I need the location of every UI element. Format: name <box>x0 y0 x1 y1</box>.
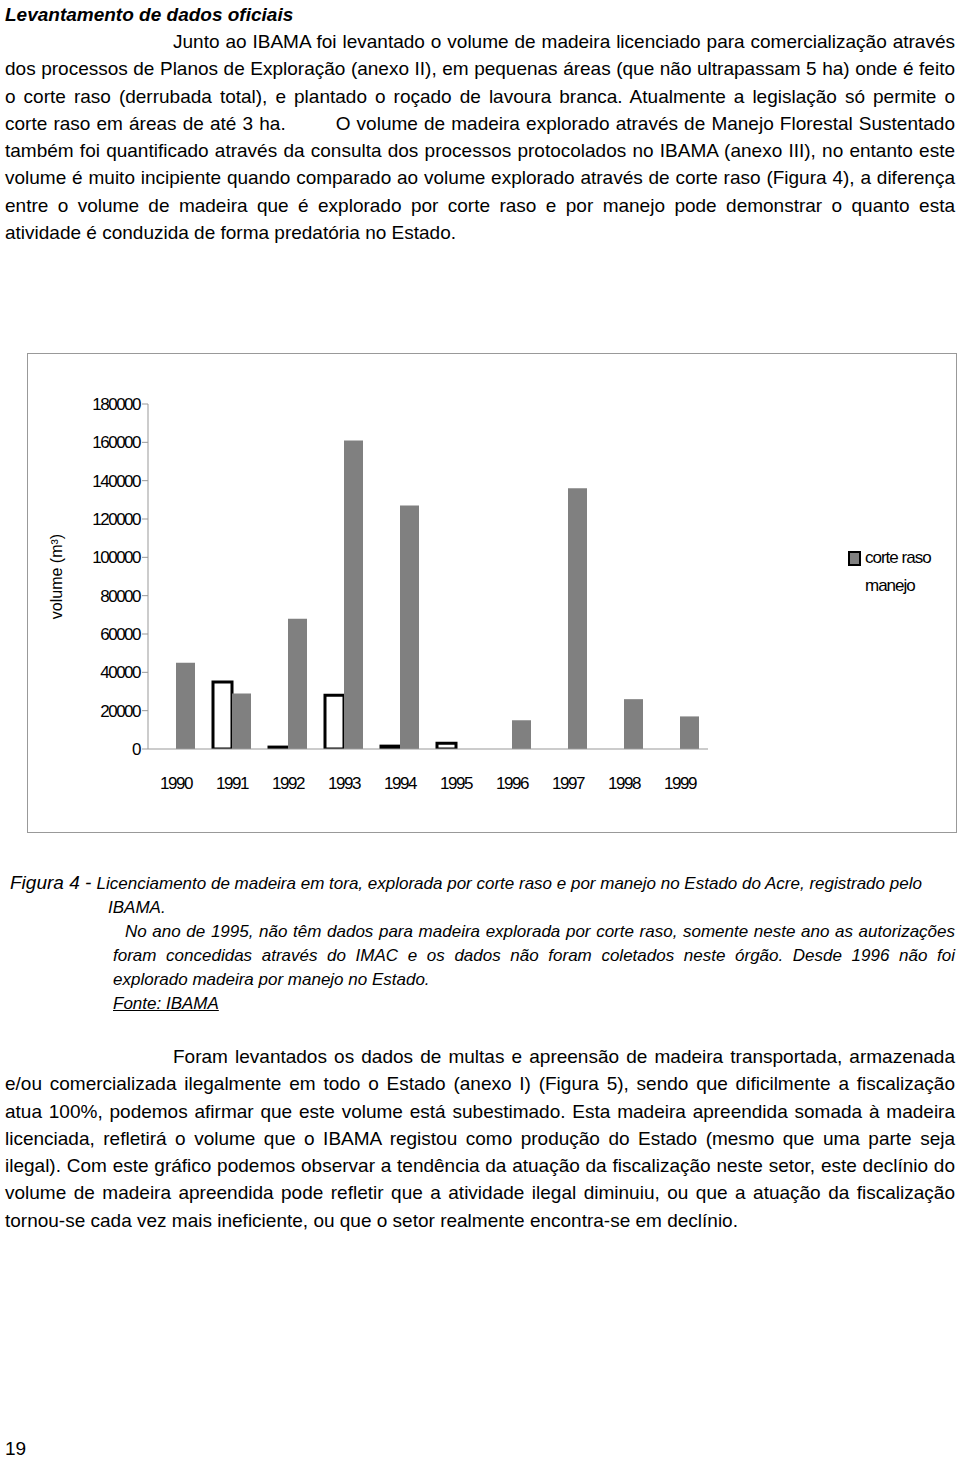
svg-text:120000: 120000 <box>92 510 141 529</box>
svg-text:1996: 1996 <box>496 774 529 793</box>
svg-text:1995: 1995 <box>440 774 473 793</box>
html-text:Figura 4 - Licenciamento de ma: Figura 4 - Licenciamento de madeira em t… <box>10 872 922 917</box>
svg-text:1993: 1993 <box>328 774 361 793</box>
svg-text:180000: 180000 <box>92 395 141 414</box>
svg-text:20000: 20000 <box>100 702 141 721</box>
svg-text:1998: 1998 <box>608 774 641 793</box>
html-text:Foram levantados os dados de m: Foram levantados os dados de multas e ap… <box>5 1046 955 1231</box>
svg-text:1992: 1992 <box>272 774 305 793</box>
svg-text:140000: 140000 <box>92 472 141 491</box>
html-text:19: 19 <box>5 1438 27 1459</box>
html-text:manejo: manejo <box>865 576 915 595</box>
html-text:No ano de 1995, não têm dados: No ano de 1995, não têm dados para madei… <box>113 922 955 989</box>
svg-text:60000: 60000 <box>100 625 141 644</box>
html-text:Levantamento de dados oficiais: Levantamento de dados oficiais <box>5 4 294 25</box>
svg-text:160000: 160000 <box>92 433 141 452</box>
svg-text:100000: 100000 <box>92 548 141 567</box>
svg-text:1997: 1997 <box>552 774 585 793</box>
svg-text:1990: 1990 <box>160 774 193 793</box>
svg-text:volume (m³): volume (m³) <box>48 534 65 619</box>
html-text:corte raso: corte raso <box>865 548 931 567</box>
svg-text:0: 0 <box>132 740 141 759</box>
svg-text:1991: 1991 <box>216 774 249 793</box>
html-text:Fonte: IBAMA: Fonte: IBAMA <box>113 994 219 1013</box>
svg-text:40000: 40000 <box>100 663 141 682</box>
html-text:O volume de madeira explorado: O volume de madeira explorado através de… <box>5 112 955 244</box>
svg-text:1994: 1994 <box>384 774 417 793</box>
html-text:Junto ao IBAMA foi levantado o: Junto ao IBAMA foi levantado o volume de… <box>5 31 955 134</box>
svg-text:1999: 1999 <box>664 774 697 793</box>
svg-text:80000: 80000 <box>100 587 141 606</box>
